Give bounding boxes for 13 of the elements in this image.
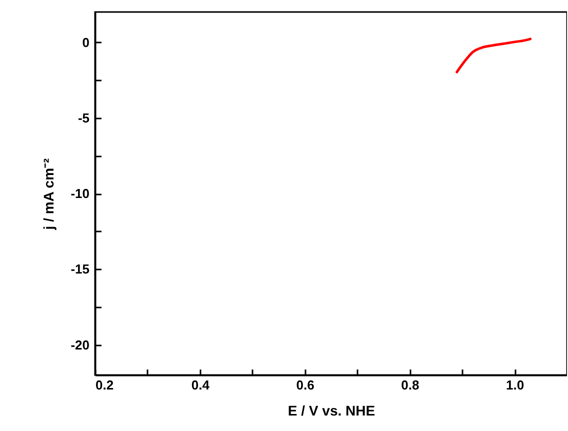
x-axis-title: E / V vs. NHE <box>288 402 376 418</box>
y-axis-title: j / mA cm⁻² <box>40 158 57 231</box>
x-tick-label: 0.2 <box>96 378 114 392</box>
x-tick-label: 0.6 <box>296 378 314 392</box>
x-tick-label: 0.8 <box>401 378 420 392</box>
line-series <box>456 38 532 74</box>
text: 1.0 <box>506 378 524 392</box>
y-tick-label: 0 <box>82 34 90 50</box>
y-tick-label: -5 <box>78 110 90 126</box>
x-tick-label: 0.4 <box>191 378 210 392</box>
y-tick-label: -15 <box>70 262 90 277</box>
y-tick-label: -10 <box>70 186 90 201</box>
y-tick-label: -20 <box>70 337 90 352</box>
